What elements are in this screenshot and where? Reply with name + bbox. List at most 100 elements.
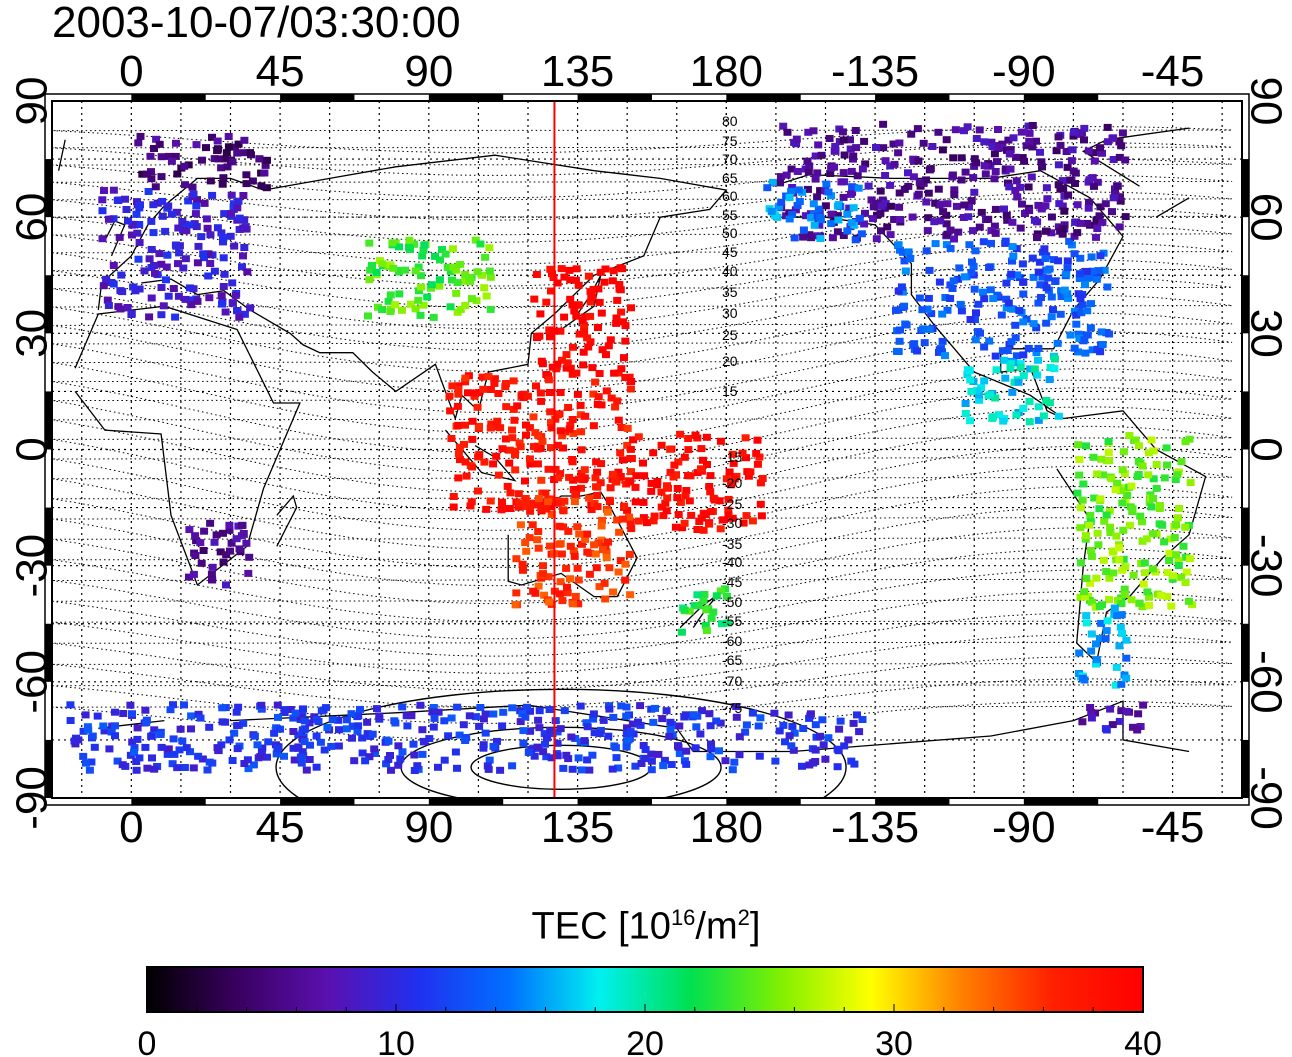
tec-cell [660,756,669,764]
tec-cell [698,707,706,715]
tec-cell [553,499,562,507]
tec-cell [886,231,895,239]
tec-cell [403,722,412,730]
tec-cell [965,203,973,211]
tec-cell [419,246,428,254]
tec-cell [225,521,234,529]
tec-cell [238,263,246,271]
tec-cell [724,506,733,514]
tec-cell [1016,360,1025,368]
tec-cell [534,582,543,590]
tec-cell [989,413,997,421]
lon-tick-label-bottom: 45 [256,803,305,852]
tec-cell [569,429,578,437]
tec-cell [857,230,866,238]
tec-cell [693,591,702,599]
tec-cell [200,527,209,535]
tec-cell [578,317,587,324]
tec-cell [702,627,711,634]
tec-cell [113,197,122,204]
tec-cell [149,229,158,237]
tec-cell [558,597,567,605]
tec-cell [586,338,595,346]
tec-cell [1163,593,1172,601]
tec-cell [628,720,637,728]
tec-cell [219,529,227,537]
tec-cell [943,306,952,314]
tec-cell [1002,279,1011,287]
tec-cell [350,757,359,765]
tec-cell [680,606,689,614]
tec-cell [384,297,393,305]
tec-cell [577,446,586,454]
tec-cell [142,719,151,726]
tec-cell [581,313,590,321]
tec-cell [1109,547,1118,555]
tec-cell [187,301,196,309]
tec-cell [637,760,646,767]
tec-cell [991,168,1000,175]
tec-cell [169,735,178,743]
tec-cell [806,710,815,718]
tec-cell [904,248,913,256]
tec-cell [596,479,605,487]
tec-cell [787,187,796,195]
tec-cell [1019,278,1028,286]
tec-cell [510,416,519,424]
tec-cell [563,583,571,591]
tec-cell [946,281,955,289]
tec-cell [440,717,449,725]
tec-cell [675,750,684,757]
tec-cell [546,265,555,273]
tec-cell [1001,237,1010,245]
tec-cell [194,242,203,250]
tec-cell [1118,566,1127,574]
tec-cell [894,241,903,249]
tec-cell [622,743,631,751]
tec-cell [116,305,125,313]
tec-cell [1041,255,1050,262]
tec-cell [1025,129,1034,137]
tec-cell [459,721,468,729]
tec-cell [1117,680,1126,688]
tec-cell [819,741,828,749]
tec-cell [855,728,864,736]
magnetic-latitude-label: -60 [722,633,742,649]
tec-cell [1054,181,1063,189]
tec-cell [503,482,512,490]
tec-cell [453,279,462,287]
tec-cell [173,170,182,178]
tec-cell [1027,173,1036,181]
tec-cell [657,441,666,449]
tec-cell [141,706,150,714]
tec-cell [407,712,416,720]
tec-cell [446,407,455,415]
tec-cell [1018,260,1027,268]
tec-cell [662,507,671,515]
tec-cell [414,263,423,271]
tec-cell [179,264,188,272]
tec-cell [622,703,631,711]
tec-cell [436,256,444,264]
lon-tick-label-top: 90 [404,47,453,96]
tec-cell [235,545,244,553]
tec-cell [614,369,623,377]
tec-cell [496,766,505,774]
tec-cell [1012,177,1021,185]
lon-tick-label-top: 45 [256,47,305,96]
tec-cell [744,472,753,480]
tec-cell [187,712,196,720]
tec-cell [123,304,132,311]
tec-cell [598,516,606,524]
lat-tick-label-right: 90 [1242,77,1291,126]
tec-cell [795,198,804,205]
tec-cell [640,472,649,480]
tec-cell [969,262,978,270]
tec-cell [739,519,748,527]
tec-cell [227,539,236,547]
tec-cell [1013,193,1022,201]
tec-cell [569,547,578,555]
tec-cell [627,304,635,312]
tec-cell [604,732,613,740]
